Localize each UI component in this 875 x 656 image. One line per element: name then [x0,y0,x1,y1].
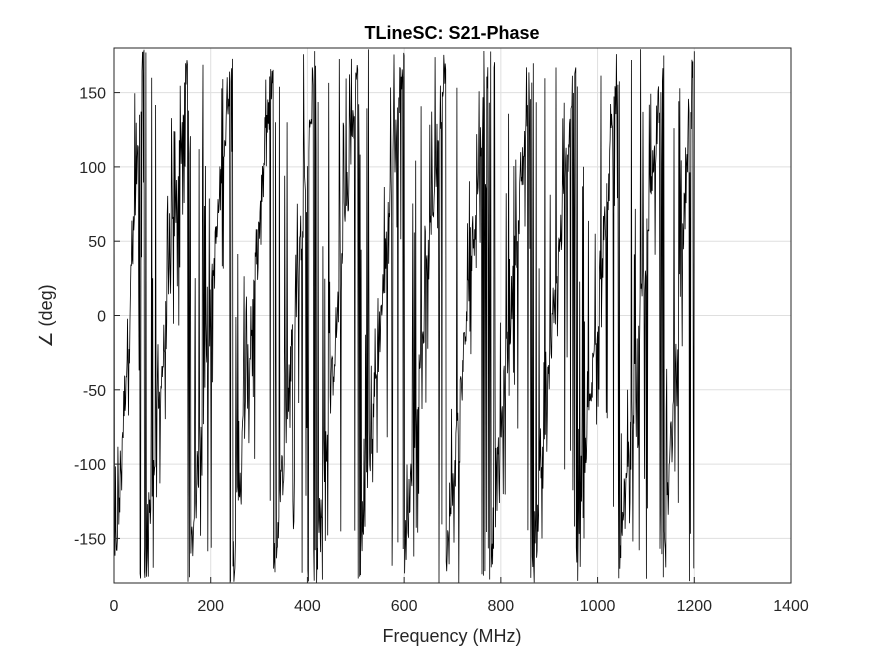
x-axis-label: Frequency (MHz) [382,626,521,646]
y-tick-label: -150 [74,531,106,548]
data-series [113,49,695,583]
y-tick-label: -50 [83,383,106,400]
y-tick-label: 150 [79,86,106,103]
y-axis-ticks: -150 -100 -50 0 50 100 150 [74,86,120,548]
y-tick-label: 100 [79,160,106,177]
y-axis-label: ∠ (deg) [36,284,56,347]
x-tick-label: 600 [391,598,418,615]
x-tick-label: 400 [294,598,321,615]
x-tick-label: 200 [197,598,224,615]
y-tick-label: 50 [88,234,106,251]
x-axis-ticks: 0 200 400 600 800 1000 1200 1400 [110,577,809,615]
y-tick-label: -100 [74,457,106,474]
y-tick-label: 0 [97,309,106,326]
x-tick-label: 1000 [580,598,616,615]
x-tick-label: 1400 [773,598,809,615]
phase-trace [113,49,695,583]
x-tick-label: 0 [110,598,119,615]
x-tick-label: 800 [488,598,515,615]
x-tick-label: 1200 [676,598,712,615]
chart-title: TLineSC: S21-Phase [364,23,539,43]
